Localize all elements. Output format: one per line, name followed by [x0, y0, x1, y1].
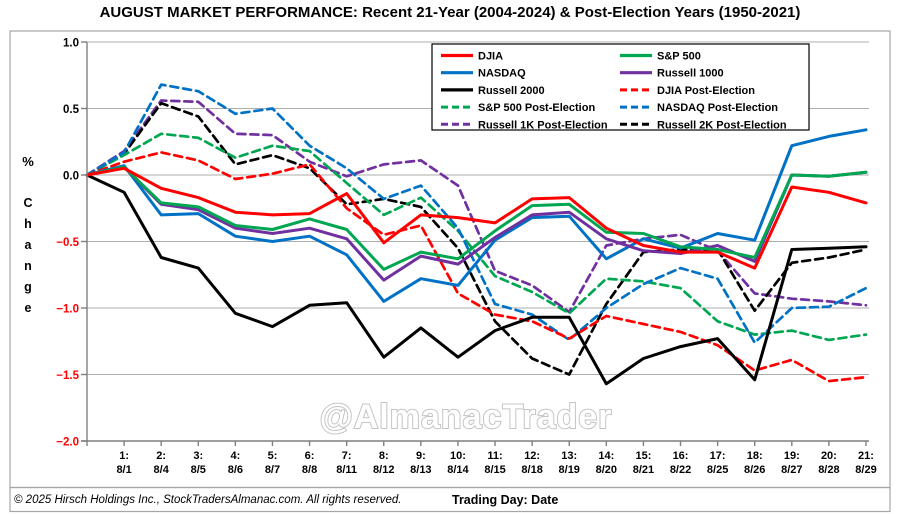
legend-label-s-p-500-post-election: S&P 500 Post-Election — [478, 102, 595, 114]
legend-item-russell-1000: Russell 1000 — [620, 68, 724, 80]
legend: DJIA S&P 500 NASDAQ Russell 1000 Russell 200… — [431, 43, 810, 131]
x-tick-day: 7: — [342, 450, 352, 462]
y-tick-label: 0.5 — [63, 104, 80, 116]
x-tick-date: 8/22 — [670, 464, 691, 476]
watermark: @AlmanacTrader — [319, 397, 613, 437]
y-tick-label: 1.0 — [63, 38, 79, 50]
legend-label-russell-1k-post-election: Russell 1K Post-Election — [478, 119, 608, 131]
x-tick-day: 11: — [487, 450, 502, 462]
series-russell-2k-post-election — [85, 101, 868, 376]
legend-label-russell-2k-post-election: Russell 2K Post-Election — [657, 119, 787, 131]
y-axis-title-char: h — [24, 217, 32, 231]
y-axis-title-char: g — [24, 280, 32, 294]
legend-label-djia: DJIA — [478, 51, 503, 63]
chart-title: AUGUST MARKET PERFORMANCE: Recent 21-Yea… — [99, 4, 801, 21]
x-tick-date: 8/28 — [818, 464, 839, 476]
series-russell-2000 — [85, 173, 868, 386]
series-djia — [85, 166, 868, 270]
y-axis-labels: 1.0 0.5 0.0 −0.5 −1.0 −1.5 −2.0 — [56, 38, 79, 449]
x-tick-day: 14: — [598, 450, 614, 462]
x-tick-day: 20: — [821, 450, 837, 462]
legend-item-russell-2000: Russell 2000 — [441, 85, 545, 97]
x-tick-day: 4: — [230, 450, 240, 462]
legend-item-s-p-500: S&P 500 — [620, 51, 701, 63]
y-axis-title-char: a — [25, 238, 33, 252]
y-tick-label: −0.5 — [56, 237, 79, 249]
legend-label-nasdaq: NASDAQ — [478, 68, 526, 80]
x-tick-day: 19: — [784, 450, 800, 462]
x-tick-day: 15: — [635, 450, 651, 462]
x-tick-day: 9: — [416, 450, 426, 462]
x-tick-date: 8/26 — [744, 464, 765, 476]
legend-item-nasdaq-post-election: NASDAQ Post-Election — [620, 102, 778, 114]
y-axis-title-char: e — [25, 301, 32, 315]
x-tick-day: 6: — [305, 450, 315, 462]
legend-label-s-p-500: S&P 500 — [657, 51, 701, 63]
x-tick-day: 13: — [561, 450, 577, 462]
x-tick-day: 17: — [710, 450, 726, 462]
y-axis-title-percent: % — [22, 154, 34, 169]
x-tick-date: 8/27 — [781, 464, 802, 476]
legend-item-djia-post-election: DJIA Post-Election — [620, 85, 755, 97]
x-tick-date: 8/7 — [265, 464, 280, 476]
legend-label-russell-1000: Russell 1000 — [657, 68, 724, 80]
y-axis-title-char: C — [23, 196, 32, 210]
x-axis-labels: 1: 8/1 2: 8/4 3: 8/5 4: 8/6 5: 8/7 6: 8/8 7: 8/11 8: 8/… — [116, 450, 876, 476]
x-tick-date: 8/6 — [228, 464, 243, 476]
legend-item-s-p-500-post-election: S&P 500 Post-Election — [441, 102, 595, 114]
series-nasdaq-post-election — [85, 83, 868, 344]
y-tick-label: −2.0 — [56, 437, 79, 449]
x-tick-date: 8/11 — [336, 464, 357, 476]
y-tick-label: 0.0 — [63, 171, 79, 183]
copyright-text: © 2025 Hirsch Holdings Inc., StockTrader… — [14, 494, 402, 506]
legend-item-russell-2k-post-election: Russell 2K Post-Election — [620, 119, 787, 131]
series-russell-1k-post-election — [85, 99, 868, 314]
series-s-p-500 — [85, 165, 868, 271]
x-tick-date: 8/1 — [116, 464, 131, 476]
series-s-p-500-post-election — [85, 132, 868, 342]
y-tick-label: −1.0 — [56, 304, 79, 316]
legend-item-nasdaq: NASDAQ — [441, 68, 526, 80]
x-tick-day: 16: — [673, 450, 689, 462]
y-tick-label: −1.5 — [56, 370, 79, 382]
legend-item-russell-1k-post-election: Russell 1K Post-Election — [441, 119, 608, 131]
x-tick-date: 8/29 — [855, 464, 876, 476]
x-tick-day: 3: — [193, 450, 203, 462]
watermark-text: @AlmanacTrader — [320, 398, 613, 436]
chart-border — [9, 30, 891, 513]
x-tick-date: 8/15 — [484, 464, 505, 476]
y-axis-title-char: n — [24, 259, 32, 273]
x-tick-day: 10: — [450, 450, 466, 462]
x-tick-date: 8/12 — [373, 464, 394, 476]
x-tick-day: 12: — [524, 450, 540, 462]
x-tick-date: 8/21 — [633, 464, 654, 476]
x-tick-date: 8/4 — [154, 464, 170, 476]
series-lines — [85, 83, 868, 386]
x-tick-day: 2: — [156, 450, 166, 462]
axes — [81, 41, 869, 446]
series-nasdaq — [85, 128, 868, 303]
x-tick-date: 8/25 — [707, 464, 728, 476]
x-tick-day: 18: — [747, 450, 763, 462]
x-axis-footer-label: Trading Day: Date — [452, 493, 559, 507]
legend-label-russell-2000: Russell 2000 — [478, 85, 545, 97]
x-tick-day: 1: — [119, 450, 129, 462]
legend-label-nasdaq-post-election: NASDAQ Post-Election — [657, 102, 778, 114]
x-tick-date: 8/5 — [191, 464, 206, 476]
x-tick-day: 8: — [379, 450, 389, 462]
x-tick-date: 8/14 — [447, 464, 469, 476]
x-tick-day: 5: — [268, 450, 278, 462]
x-tick-date: 8/18 — [521, 464, 542, 476]
x-tick-day: 21: — [858, 450, 874, 462]
x-tick-date: 8/20 — [596, 464, 617, 476]
x-tick-date: 8/19 — [559, 464, 580, 476]
legend-item-djia: DJIA — [441, 51, 503, 63]
x-tick-date: 8/13 — [410, 464, 431, 476]
x-tick-date: 8/8 — [302, 464, 317, 476]
legend-label-djia-post-election: DJIA Post-Election — [657, 85, 755, 97]
